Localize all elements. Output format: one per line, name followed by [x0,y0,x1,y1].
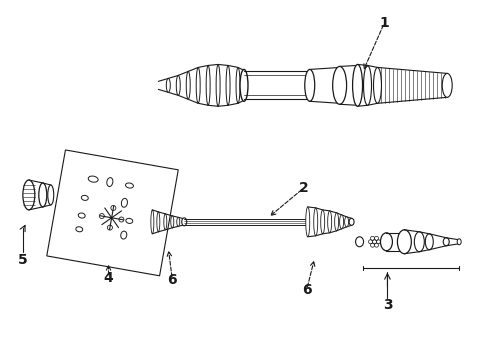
Text: 6: 6 [168,273,177,287]
Ellipse shape [305,69,315,101]
Ellipse shape [457,239,461,245]
Ellipse shape [151,210,154,234]
Ellipse shape [206,66,210,105]
Ellipse shape [226,66,230,105]
Ellipse shape [333,67,346,104]
Ellipse shape [242,71,246,100]
Ellipse shape [182,218,187,226]
Ellipse shape [415,232,424,252]
Ellipse shape [48,185,54,205]
Ellipse shape [356,237,364,247]
Text: 4: 4 [104,271,113,285]
Ellipse shape [380,233,392,251]
Ellipse shape [236,67,240,103]
Ellipse shape [353,64,363,106]
Ellipse shape [443,238,449,246]
Text: 6: 6 [302,283,312,297]
Ellipse shape [23,180,35,210]
Ellipse shape [328,211,332,233]
Ellipse shape [349,219,354,225]
Ellipse shape [321,210,325,234]
Ellipse shape [340,215,343,229]
Ellipse shape [240,69,248,101]
Ellipse shape [364,66,371,105]
Ellipse shape [425,234,433,250]
Ellipse shape [176,75,180,95]
Ellipse shape [39,183,47,207]
Ellipse shape [344,217,348,227]
Ellipse shape [442,73,452,97]
Ellipse shape [177,217,180,226]
Ellipse shape [373,67,382,103]
Text: 2: 2 [299,181,309,195]
Ellipse shape [166,78,171,92]
Ellipse shape [335,213,339,231]
Ellipse shape [164,214,167,230]
Ellipse shape [314,208,318,236]
Text: 1: 1 [380,15,390,30]
Ellipse shape [397,230,412,254]
Ellipse shape [186,71,190,99]
Text: 3: 3 [383,297,392,311]
Ellipse shape [306,207,310,237]
Ellipse shape [157,212,160,232]
Ellipse shape [196,67,200,103]
Ellipse shape [216,64,220,106]
Ellipse shape [171,216,174,228]
Text: 5: 5 [18,253,28,267]
